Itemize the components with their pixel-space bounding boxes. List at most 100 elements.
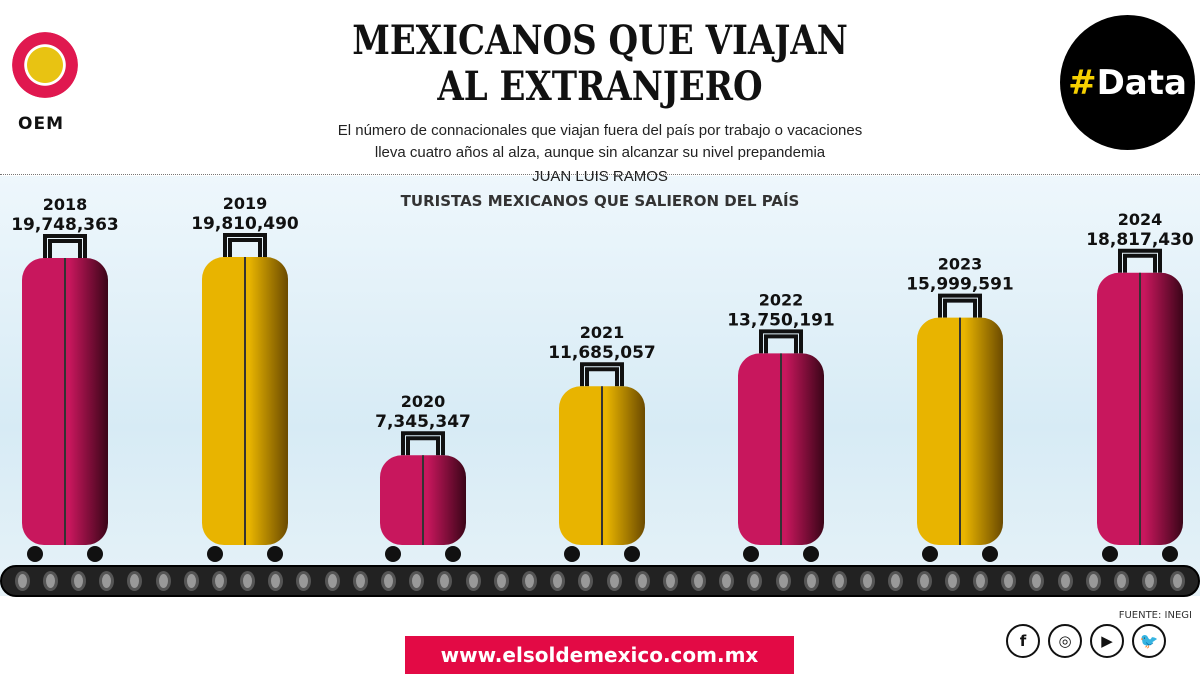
youtube-icon[interactable]: ▶ [1090,624,1124,658]
suitcase-handle [43,234,87,259]
instagram-icon[interactable]: ◎ [1048,624,1082,658]
data-badge: # Data [1060,15,1195,150]
roller-icon [465,571,481,591]
roller-icon [296,571,312,591]
wheel-icon [267,546,283,562]
wheel-icon [445,546,461,562]
roller-icon [240,571,256,591]
wheel-icon [87,546,103,562]
roller-icon [860,571,876,591]
roller-icon [1113,571,1129,591]
value-label: 15,999,591 [906,275,1014,295]
roller-icon [183,571,199,591]
roller-icon [1057,571,1073,591]
roller-icon [1001,571,1017,591]
roller-icon [521,571,537,591]
roller-icon [634,571,650,591]
suitcase-handle [223,233,267,258]
wheel-icon [27,546,43,562]
year-label: 2024 [1118,210,1163,229]
year-label: 2021 [580,323,625,342]
wheel-icon [922,546,938,562]
roller-icon [972,571,988,591]
roller-icon [324,571,340,591]
value-label: 11,685,057 [548,343,656,363]
roller-icon [437,571,453,591]
value-label: 19,748,363 [11,215,119,235]
value-label: 19,810,490 [191,214,299,234]
title-line-1: MEXICANOS QUE VIAJAN [352,17,848,64]
suitcase-handle [401,431,445,456]
roller-icon [352,571,368,591]
chart-title: TURISTAS MEXICANOS QUE SALIERON DEL PAÍS [400,192,800,210]
subtitle-line-2: lleva cuatro años al alza, aunque sin al… [374,144,826,161]
divider [0,174,1200,175]
wheel-icon [803,546,819,562]
roller-icon [775,571,791,591]
wheel-icon [385,546,401,562]
roller-icon [944,571,960,591]
suitcase-handle [1118,248,1162,273]
wheel-icon [982,546,998,562]
wheel-icon [564,546,580,562]
oem-logo-text: OEM [18,114,64,134]
roller-icon [578,571,594,591]
value-label: 18,817,430 [1086,230,1194,250]
wheel-icon [1162,546,1178,562]
website-link[interactable]: www.elsoldemexico.com.mx [405,636,794,674]
subtitle-line-1: El número de connacionales que viajan fu… [337,122,863,139]
badge-hash: # [1068,62,1097,103]
wheel-icon [207,546,223,562]
roller-icon [606,571,622,591]
roller-icon [99,571,115,591]
year-label: 2020 [401,392,446,411]
source: FUENTE: INEGI [1118,610,1192,621]
roller-icon [888,571,904,591]
roller-icon [155,571,171,591]
badge-text: Data [1096,62,1187,103]
year-label: 2022 [759,290,804,309]
year-label: 2023 [938,255,983,274]
year-label: 2018 [43,195,88,214]
roller-icon [409,571,425,591]
suitcase-handle [580,362,624,387]
roller-icon [747,571,763,591]
roller-icon [14,571,30,591]
roller-icon [832,571,848,591]
roller-icon [550,571,566,591]
roller-icon [381,571,397,591]
value-label: 7,345,347 [375,412,471,432]
subtitle: El número de connacionales que viajan fu… [300,120,900,164]
roller-icon [916,571,932,591]
roller-icon [42,571,58,591]
roller-icon [211,571,227,591]
roller-icon [691,571,707,591]
oem-sun-logo-icon [12,32,78,98]
year-label: 2019 [223,194,268,213]
roller-icon [70,571,86,591]
roller-icon [493,571,509,591]
page-title: MEXICANOS QUE VIAJAN AL EXTRANJERO [345,18,855,110]
roller-icon [1142,571,1158,591]
wheel-icon [624,546,640,562]
facebook-icon[interactable]: f [1006,624,1040,658]
roller-icon [1029,571,1045,591]
social-links: f ◎ ▶ 🐦 [1006,624,1166,658]
roller-icon [662,571,678,591]
conveyor-belt [0,565,1200,597]
wheel-icon [1102,546,1118,562]
roller-icon [1085,571,1101,591]
wheel-icon [743,546,759,562]
suitcase-handle [938,293,982,318]
suitcase-handle [759,329,803,354]
title-line-2: AL EXTRANJERO [437,63,763,110]
twitter-icon[interactable]: 🐦 [1132,624,1166,658]
